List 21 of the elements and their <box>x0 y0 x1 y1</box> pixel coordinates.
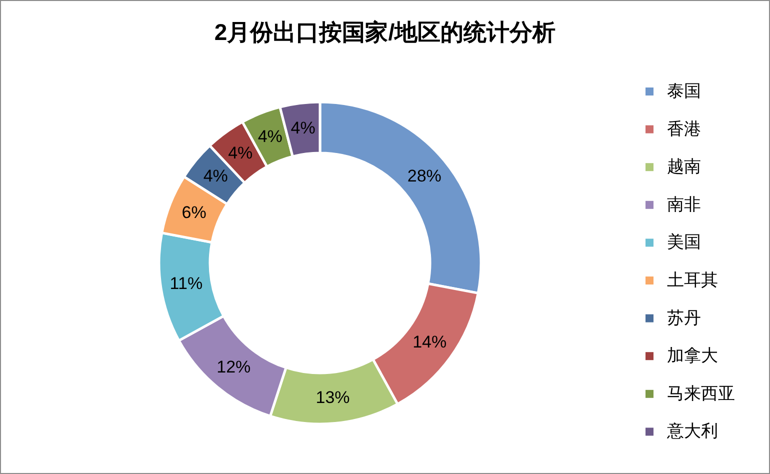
legend-label: 意大利 <box>666 422 718 441</box>
data-label: 13% <box>316 388 350 407</box>
chart-title: 2月份出口按国家/地区的统计分析 <box>214 19 556 45</box>
legend-label: 马来西亚 <box>667 384 735 403</box>
legend-label: 越南 <box>667 157 701 176</box>
data-label: 4% <box>258 127 282 146</box>
data-label: 4% <box>290 118 316 138</box>
data-label: 28% <box>407 166 442 186</box>
legend-label: 苏丹 <box>667 308 701 328</box>
legend-label: 土耳其 <box>667 270 718 290</box>
data-label: 6% <box>182 203 206 222</box>
data-label: 14% <box>412 332 447 352</box>
data-label: 4% <box>203 166 228 186</box>
legend-label: 美国 <box>667 232 701 252</box>
legend-label: 泰国 <box>667 82 701 100</box>
legend-label: 加拿大 <box>667 346 718 366</box>
data-label: 11% <box>170 274 203 294</box>
data-label: 12% <box>216 357 251 376</box>
legend-label: 南非 <box>667 194 701 214</box>
data-label: 4% <box>228 143 253 162</box>
legend-label: 香港 <box>667 119 701 138</box>
